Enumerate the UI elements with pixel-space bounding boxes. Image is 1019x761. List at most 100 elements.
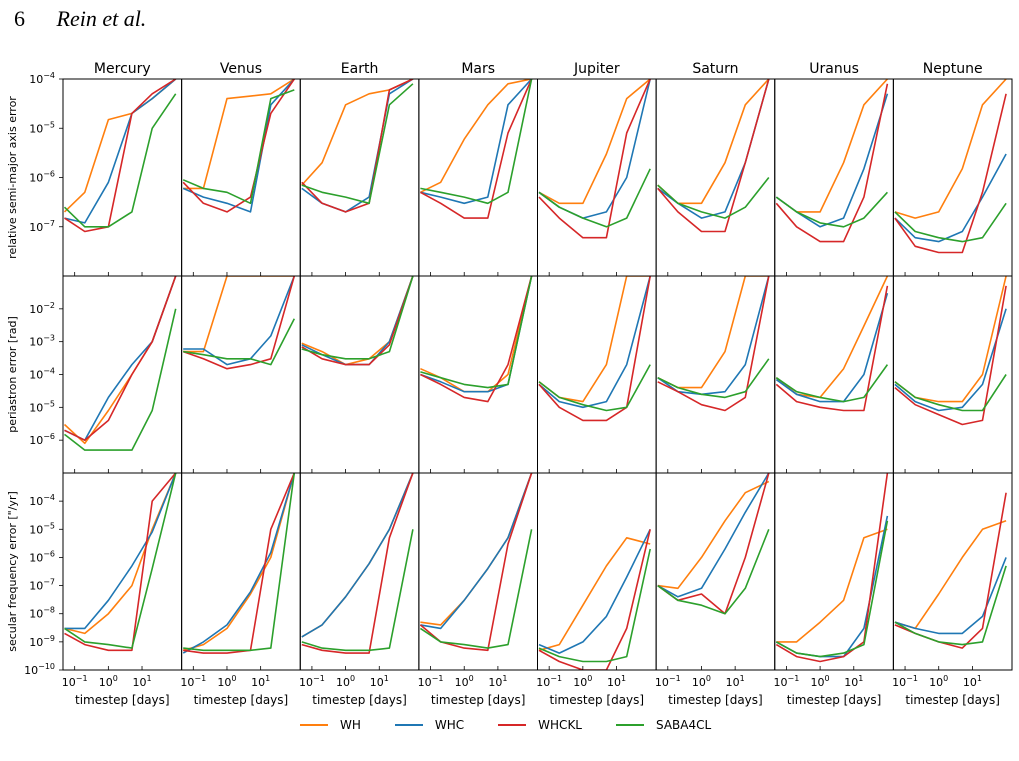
subplot xyxy=(418,472,538,671)
x-axis-label: timestep [days] xyxy=(668,693,763,707)
subplot-frame xyxy=(418,78,538,277)
x-tick-label: 101 xyxy=(370,674,389,689)
subplot-frame xyxy=(181,78,301,277)
series-group xyxy=(182,276,296,370)
series-line-saba4cl xyxy=(64,308,177,451)
series-line-whckl xyxy=(657,473,770,615)
series-line-wh xyxy=(183,276,295,353)
planet-title: Uranus xyxy=(809,61,859,77)
x-tick-label: 101 xyxy=(132,674,151,689)
series-line-whckl xyxy=(538,79,651,239)
subplot xyxy=(774,472,894,671)
series-line-whc xyxy=(894,308,1007,412)
y-tick-label: 10−3 xyxy=(29,334,55,349)
subplot xyxy=(774,78,894,277)
series-group xyxy=(657,276,770,412)
subplot xyxy=(537,472,657,671)
y-tick-label: 10−10 xyxy=(24,662,55,677)
x-axis-label: timestep [days] xyxy=(75,693,170,707)
series-line-whckl xyxy=(420,276,533,403)
series-line-whc xyxy=(183,276,296,366)
subplot-frame xyxy=(537,472,657,671)
series-line-wh xyxy=(182,473,296,652)
y-tick-label: 10−7 xyxy=(29,578,55,593)
series-group xyxy=(775,473,889,663)
page-header: 6 Rein et al. xyxy=(14,6,146,32)
y-tick-label: 10−6 xyxy=(29,432,55,447)
series-line-whc xyxy=(657,79,770,219)
series-line-whc xyxy=(64,276,177,442)
series-line-saba4cl xyxy=(64,473,177,649)
subplot-frame xyxy=(774,78,894,277)
planet-title: Jupiter xyxy=(573,61,620,77)
series-group xyxy=(64,473,177,652)
series-line-whc xyxy=(182,473,296,654)
series-line-saba4cl xyxy=(775,191,888,228)
y-tick-label: 10−8 xyxy=(29,606,55,621)
series-group xyxy=(63,79,177,233)
series-line-whckl xyxy=(775,285,889,412)
subplot xyxy=(299,275,420,474)
x-tick-label: 100 xyxy=(455,674,474,689)
series-line-whc xyxy=(64,79,177,224)
y-axis-label: periastron error [rad] xyxy=(6,316,19,433)
x-tick-label: 101 xyxy=(251,674,270,689)
series-line-saba4cl xyxy=(182,89,295,205)
series-line-whc xyxy=(420,473,533,630)
subplot-frame xyxy=(418,472,538,671)
y-tick-label: 10−4 xyxy=(29,71,55,86)
series-line-whc xyxy=(538,79,651,219)
series-line-whckl xyxy=(64,79,177,233)
x-axis-label: timestep [days] xyxy=(787,693,882,707)
series-line-whckl xyxy=(182,79,295,213)
series-line-whc xyxy=(182,79,295,213)
series-line-saba4cl xyxy=(657,358,770,399)
series-line-whc xyxy=(301,276,414,366)
x-tick-label: 100 xyxy=(692,674,711,689)
legend-line-whc xyxy=(394,724,423,726)
x-tick-label: 100 xyxy=(929,674,948,689)
y-axis-label: secular frequency error ["/yr] xyxy=(6,491,19,652)
x-axis-label: timestep [days] xyxy=(431,693,526,707)
y-tick-label: 10−5 xyxy=(29,120,55,135)
y-tick-label: 10−5 xyxy=(29,399,55,414)
subplot xyxy=(892,472,1013,671)
series-group xyxy=(538,276,651,422)
series-line-whc xyxy=(657,276,770,396)
series-line-saba4cl xyxy=(657,177,770,219)
series-group xyxy=(894,276,1007,426)
legend-item-whckl: WHCKL xyxy=(498,718,582,732)
x-tick-label: 100 xyxy=(573,674,592,689)
series-line-wh xyxy=(420,79,532,194)
y-tick-label: 10−6 xyxy=(29,549,55,564)
series-line-wh xyxy=(538,536,651,652)
series-line-wh xyxy=(657,480,770,590)
subplot-frame xyxy=(774,275,894,474)
series-group xyxy=(301,79,414,213)
y-tick-label: 10−2 xyxy=(29,301,55,316)
series-line-saba4cl xyxy=(183,473,296,652)
series-group xyxy=(420,276,533,403)
series-group xyxy=(894,79,1007,254)
series-line-whckl xyxy=(182,276,296,370)
x-axis-label: timestep [days] xyxy=(194,693,289,707)
x-tick-label: 10−1 xyxy=(418,674,444,689)
series-line-saba4cl xyxy=(63,93,177,228)
series-line-saba4cl xyxy=(301,83,414,205)
subplot xyxy=(655,472,776,671)
subplot xyxy=(62,472,183,671)
series-line-whc xyxy=(420,276,533,393)
series-line-whckl xyxy=(420,79,533,219)
legend-label-saba4cl: SABA4CL xyxy=(656,718,712,732)
series-line-saba4cl xyxy=(420,276,533,389)
subplot-frame xyxy=(655,472,776,671)
series-line-whc xyxy=(64,473,177,630)
y-tick-label: 10−5 xyxy=(29,521,55,536)
subplot xyxy=(181,275,301,474)
x-tick-label: 101 xyxy=(844,674,863,689)
series-line-wh xyxy=(894,79,1007,219)
chart-legend: WH WHC WHCKL SABA4CL xyxy=(300,718,711,732)
series-line-wh xyxy=(776,528,888,643)
subplot-frame xyxy=(892,78,1013,277)
x-tick-label: 10−1 xyxy=(180,674,206,689)
